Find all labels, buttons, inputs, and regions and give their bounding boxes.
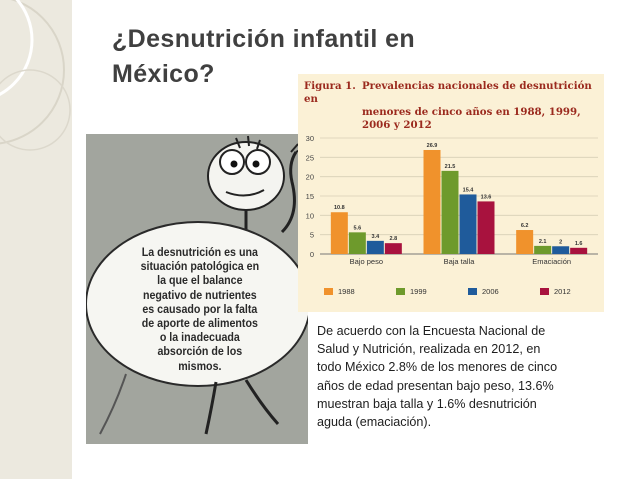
definition-line: mismos. [178, 359, 222, 373]
legend-label: 2006 [482, 287, 499, 296]
caption-line: De acuerdo con la Encuesta Nacional de [317, 324, 546, 338]
bar-value-label: 3.4 [372, 234, 381, 240]
bar-value-label: 13.6 [481, 194, 492, 200]
bar [423, 149, 441, 254]
bar [552, 246, 570, 254]
caption-line: Salud y Nutrición, realizada en 2012, en [317, 342, 541, 357]
bar [330, 212, 348, 254]
legend-label: 1999 [410, 287, 427, 296]
bar-value-label: 2 [559, 239, 562, 245]
bar-value-label: 2.8 [390, 236, 398, 242]
y-tick-label: 25 [306, 153, 314, 162]
cartoon-illustration [86, 134, 308, 444]
y-tick-label: 10 [306, 211, 314, 220]
bar-value-label: 2.1 [539, 239, 547, 245]
category-label: Baja talla [444, 257, 476, 266]
figure-title-line-2: menores de cinco años en 1988, 1999, 200… [362, 106, 581, 131]
slide-title-line-1: ¿Desnutrición infantil en [112, 25, 416, 53]
bar-value-label: 26.9 [427, 143, 438, 149]
bar [366, 240, 384, 254]
y-tick-label: 20 [306, 173, 314, 182]
legend-label: 1988 [338, 287, 355, 296]
bar [384, 243, 402, 254]
caption-line: aguda (emaciación). [317, 415, 432, 430]
bar-value-label: 5.6 [354, 225, 362, 231]
slide-title-line-2: México? [112, 60, 215, 88]
slide-title: ¿Desnutrición infantil en México? [112, 22, 532, 92]
figure-number: Figura 1. [304, 80, 356, 92]
legend-swatch [540, 288, 549, 295]
bar [477, 201, 495, 254]
bar-value-label: 1.6 [575, 241, 583, 247]
cartoon-panel: La desnutrición es una situación patológ… [86, 134, 308, 444]
definition-line: es causado por la falta [142, 302, 258, 316]
decorative-rings [0, 0, 71, 151]
caption-line: todo México 2.8% de los menores de cinco [317, 360, 558, 375]
bar [441, 170, 459, 254]
y-tick-label: 0 [310, 250, 314, 259]
bar [459, 194, 477, 254]
definition-line: o la inadecuada [159, 331, 240, 345]
definition-line: situación patológica en [140, 260, 260, 274]
figure-panel: Figura 1. Prevalencias nacionales de desn… [298, 74, 604, 312]
definition-line: la que el balance [157, 274, 243, 288]
figure-title-line-1: Prevalencias nacionales de desnutrición … [304, 80, 592, 105]
bar [348, 232, 366, 254]
bar [516, 230, 534, 254]
bar [534, 245, 552, 254]
legend-swatch [324, 288, 333, 295]
legend-swatch [468, 288, 477, 295]
y-tick-label: 15 [306, 192, 314, 201]
bar [570, 247, 588, 254]
caption-line: años de edad presentan bajo peso, 13.6% [317, 378, 554, 393]
decorative-side-bar [0, 0, 72, 479]
legend-swatch [396, 288, 405, 295]
legend-label: 2012 [554, 287, 571, 296]
bar-value-label: 21.5 [445, 164, 456, 170]
definition-line: de aporte de alimentos [141, 317, 258, 331]
bar-value-label: 15.4 [463, 187, 475, 193]
bar-value-label: 6.2 [521, 223, 529, 229]
y-tick-label: 30 [306, 134, 314, 143]
definition-line: absorción de los [157, 345, 243, 359]
category-label: Bajo peso [350, 257, 383, 266]
caption-text: De acuerdo con la Encuesta Nacional de S… [317, 322, 623, 431]
definition-line: negativo de nutrientes [142, 288, 257, 302]
bar-value-label: 10.8 [334, 205, 345, 211]
figure-title: Figura 1. Prevalencias nacionales de desn… [304, 80, 602, 132]
y-tick-label: 5 [310, 231, 314, 240]
category-label: Emaciación [532, 257, 571, 266]
definition-line: La desnutrición es una [141, 246, 258, 259]
caption-line: muestran baja talla y 1.6% desnutrición [317, 396, 537, 411]
malnutrition-definition: La desnutrición es una situación patológ… [106, 246, 294, 374]
